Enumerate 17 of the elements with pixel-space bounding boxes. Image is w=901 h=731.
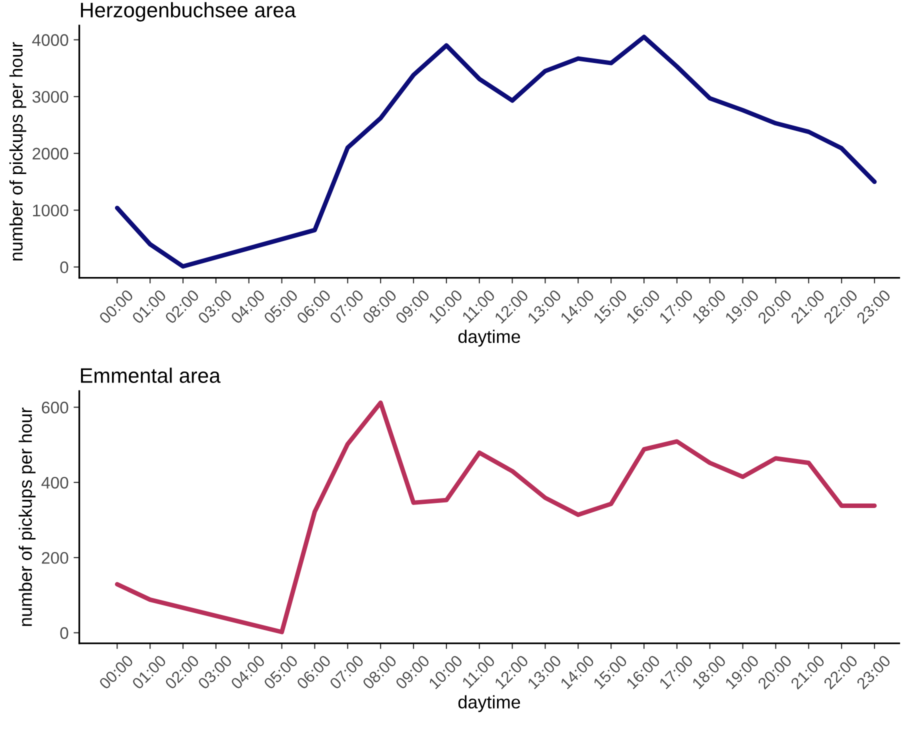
y-axis-title: number of pickups per hour [9,42,26,260]
chart-title: Emmental area [80,368,221,383]
line-series [114,400,877,634]
y-tick-label: 0 [60,627,68,639]
y-tick-label: 0 [60,261,68,274]
y-tick-label: 2000 [32,148,68,160]
x-axis-title: daytime [458,695,520,712]
y-tick-label: 3000 [32,90,68,103]
y-tick-label: 4000 [32,34,68,46]
y-axis-title: number of pickups per hour [18,408,36,626]
x-axis-title: daytime [458,330,520,347]
line-series [114,34,877,269]
y-tick-label: 600 [42,402,68,414]
y-tick-label: 200 [42,552,68,564]
y-tick-label: 400 [41,476,68,489]
chart-title: Herzogenbuchsee area [80,2,296,22]
y-tick-label: 1000 [33,204,68,216]
